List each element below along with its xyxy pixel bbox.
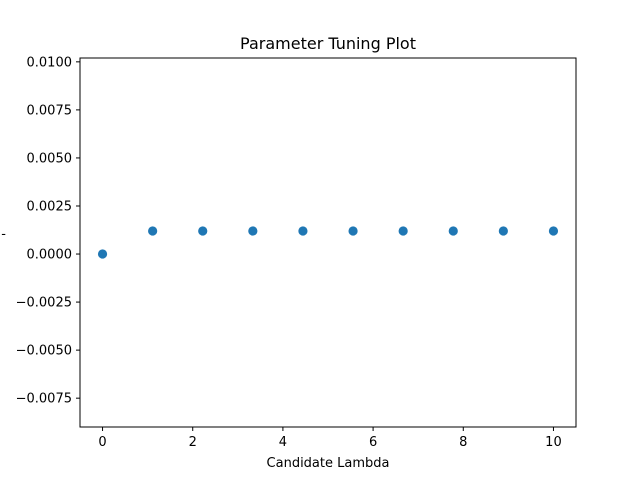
data-point [498,226,508,236]
x-tick-label: 8 [459,435,467,450]
y-tick-label: −0.0075 [16,392,72,407]
x-axis-ticks: 0 2 4 6 8 10 [98,427,562,450]
data-point [548,226,559,236]
x-tick-label: 2 [189,435,197,450]
y-tick-label: 0.0100 [27,55,73,70]
x-axis-label: Candidate Lambda [267,456,390,471]
chart-title: Parameter Tuning Plot [240,34,416,53]
y-axis-ticks: −0.0075 −0.0050 −0.0025 0.0000 0.0025 0.0050 0… [16,55,80,407]
y-tick-label: 0.0050 [27,151,73,166]
y-tick-label: 0.0000 [27,248,73,263]
data-point [298,226,308,236]
y-tick-label: 0.0075 [27,103,73,118]
plot-area-frame [79,57,577,428]
y-tick-label: −0.0050 [16,344,72,359]
data-point [198,226,208,236]
x-tick-label: 0 [98,435,106,450]
x-tick-label: 10 [545,435,562,450]
data-point [148,226,158,236]
y-tick-label: 0.0025 [27,199,73,214]
data-points [97,226,559,259]
data-point [398,226,408,236]
data-point [348,226,358,236]
y-axis-label: - [1,227,6,242]
x-tick-label: 4 [279,435,287,450]
data-point [248,226,258,236]
data-point [97,249,108,259]
x-tick-label: 6 [369,435,377,450]
y-tick-label: −0.0025 [16,296,72,311]
data-point [448,226,458,236]
